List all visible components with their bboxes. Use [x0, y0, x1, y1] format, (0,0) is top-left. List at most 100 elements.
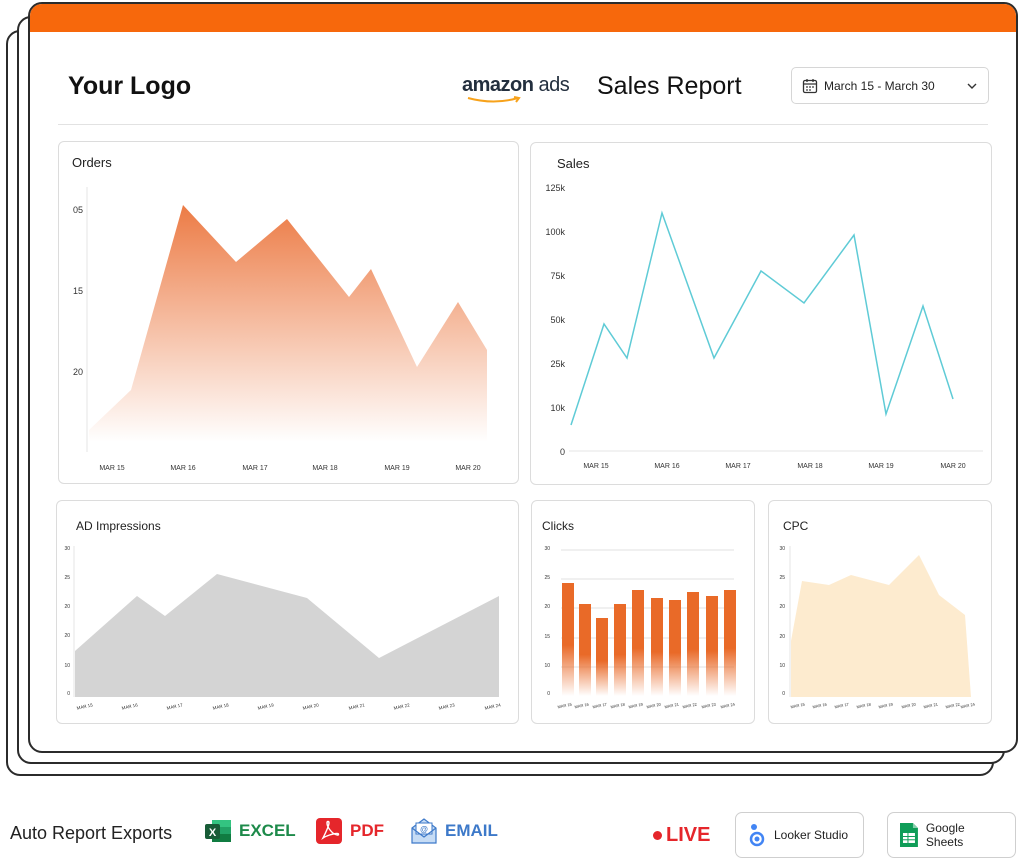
- y-tick-label: 20: [779, 634, 785, 640]
- clicks-bar: [651, 598, 663, 696]
- x-tick-label: MAR 16: [654, 463, 679, 470]
- email-icon: @: [411, 818, 437, 844]
- clicks-bar: [724, 590, 736, 696]
- card-accent-bar: [30, 4, 1016, 32]
- x-tick-label: MAR 24: [960, 701, 976, 709]
- google-sheets-icon: [899, 823, 918, 847]
- clicks-bar: [669, 600, 681, 696]
- y-tick-label: 25: [544, 575, 550, 581]
- x-tick-label: MAR 18: [312, 465, 337, 472]
- live-label: LIVE: [666, 824, 711, 846]
- y-tick-label: 10: [64, 663, 70, 669]
- report-title: Sales Report: [597, 72, 742, 100]
- x-tick-label: MAR 21: [923, 701, 939, 709]
- y-tick-label: 0: [547, 691, 550, 697]
- x-tick-label: MAR 20: [302, 702, 319, 710]
- excel-export-button[interactable]: X EXCEL: [203, 816, 296, 846]
- x-tick-label: MAR 19: [878, 701, 894, 709]
- y-tick-label: 100k: [545, 227, 565, 237]
- x-tick-label: MAR 17: [725, 463, 750, 470]
- x-tick-label: MAR 18: [212, 702, 229, 710]
- report-card: Your Logo amazon ads Sales Report March …: [28, 2, 1018, 753]
- x-tick-label: MAR 15: [583, 463, 608, 470]
- orders-title: Orders: [72, 155, 112, 170]
- svg-text:@: @: [420, 825, 428, 834]
- google-sheets-label: Google Sheets: [925, 821, 965, 849]
- orders-area: [89, 205, 487, 442]
- x-tick-label: MAR 23: [438, 702, 455, 710]
- y-tick-label: 25: [64, 575, 70, 581]
- pdf-export-button[interactable]: PDF: [314, 816, 384, 846]
- x-tick-label: MAR 24: [484, 702, 501, 710]
- clicks-bar: [687, 592, 699, 696]
- y-tick-label: 25k: [550, 359, 565, 369]
- x-tick-label: MAR 24: [720, 701, 736, 709]
- clicks-panel: Clicks 0 10 15 20 25 30 MAR 15 MAR 16 MAR 17 MAR …: [531, 500, 755, 724]
- calendar-icon: [802, 78, 818, 93]
- x-tick-label: MAR 19: [384, 465, 409, 472]
- export-footer: Auto Report Exports X EXCEL PDF @ EMAIL …: [0, 790, 1024, 859]
- company-logo: Your Logo: [68, 72, 192, 100]
- email-export-button[interactable]: @ EMAIL: [409, 816, 498, 846]
- x-tick-label: MAR 16: [812, 701, 828, 709]
- looker-studio-icon: [749, 824, 765, 847]
- x-tick-label: MAR 20: [455, 465, 480, 472]
- y-tick-label: 30: [544, 546, 550, 552]
- excel-label: EXCEL: [239, 821, 296, 840]
- y-tick-label: 10: [544, 663, 550, 669]
- x-tick-label: MAR 15: [557, 701, 573, 709]
- y-tick-label: 0: [782, 691, 785, 697]
- y-tick-label: 20: [64, 633, 70, 639]
- y-tick-label: 25: [779, 575, 785, 581]
- svg-text:X: X: [209, 827, 217, 839]
- y-tick-label: 50k: [550, 315, 565, 325]
- y-tick-label: 15: [73, 286, 83, 296]
- x-tick-label: MAR 22: [393, 702, 410, 710]
- x-tick-label: MAR 17: [242, 465, 267, 472]
- y-tick-label: 15: [544, 634, 550, 640]
- pdf-label: PDF: [350, 821, 384, 840]
- x-tick-label: MAR 18: [797, 463, 822, 470]
- y-tick-label: 20: [64, 604, 70, 610]
- x-tick-label: MAR 16: [574, 701, 590, 709]
- impressions-chart: 0 10 20 20 25 30 MAR 15 MAR 16 MAR 17 MAR 18 MAR 1…: [64, 546, 502, 711]
- x-tick-label: MAR 22: [945, 701, 961, 709]
- sales-title: Sales: [557, 156, 590, 171]
- impressions-title: AD Impressions: [76, 519, 161, 533]
- x-tick-label: MAR 18: [610, 701, 626, 709]
- cpc-area: [791, 555, 971, 697]
- sales-panel: Sales 0 10k 25k 50k 75k 100k 125k MAR 15 MAR 16 M…: [530, 142, 992, 485]
- x-tick-label: MAR 17: [834, 701, 850, 709]
- date-range-picker[interactable]: March 15 - March 30: [791, 67, 989, 104]
- y-tick-label: 30: [64, 546, 70, 552]
- clicks-bar: [614, 604, 626, 696]
- google-sheets-button[interactable]: Google Sheets: [887, 812, 1016, 858]
- clicks-bar: [562, 583, 574, 696]
- amazon-ads-text: ads: [538, 74, 570, 96]
- x-tick-label: MAR 20: [901, 701, 917, 709]
- header-divider: [58, 124, 988, 125]
- x-tick-label: MAR 23: [701, 701, 717, 709]
- impressions-area: [75, 574, 499, 697]
- y-tick-label: 10: [779, 663, 785, 669]
- y-tick-label: 20: [544, 604, 550, 610]
- clicks-bar: [579, 604, 591, 696]
- date-range-text: March 15 - March 30: [824, 78, 935, 93]
- cpc-chart: 0 10 20 20 25 30 MAR 15 MAR 16 MAR 17 MAR 18 MAR 1…: [779, 546, 976, 709]
- x-tick-label: MAR 18: [856, 701, 872, 709]
- x-tick-label: MAR 17: [592, 701, 608, 709]
- auto-export-label: Auto Report Exports: [10, 823, 173, 843]
- impressions-panel: AD Impressions 0 10 20 20 25 30 MAR 15 MAR 16 MA…: [56, 500, 519, 724]
- live-indicator: LIVE: [653, 824, 710, 847]
- orders-chart: 05 15 20 MAR 15 MAR 16 MAR 17 MAR 18 MAR 19 MAR …: [73, 187, 487, 472]
- amazon-ads-logo: amazon ads: [462, 74, 572, 104]
- x-tick-label: MAR 21: [664, 701, 680, 709]
- cpc-title: CPC: [783, 519, 809, 533]
- amazon-smile-icon: [467, 96, 521, 103]
- looker-studio-button[interactable]: Looker Studio: [735, 812, 864, 858]
- y-tick-label: 20: [779, 604, 785, 610]
- sales-chart: 0 10k 25k 50k 75k 100k 125k MAR 15 MAR 16 MAR 17 M…: [545, 183, 983, 470]
- y-tick-label: 125k: [545, 183, 565, 193]
- x-tick-label: MAR 19: [257, 702, 274, 710]
- x-tick-label: MAR 19: [628, 701, 644, 709]
